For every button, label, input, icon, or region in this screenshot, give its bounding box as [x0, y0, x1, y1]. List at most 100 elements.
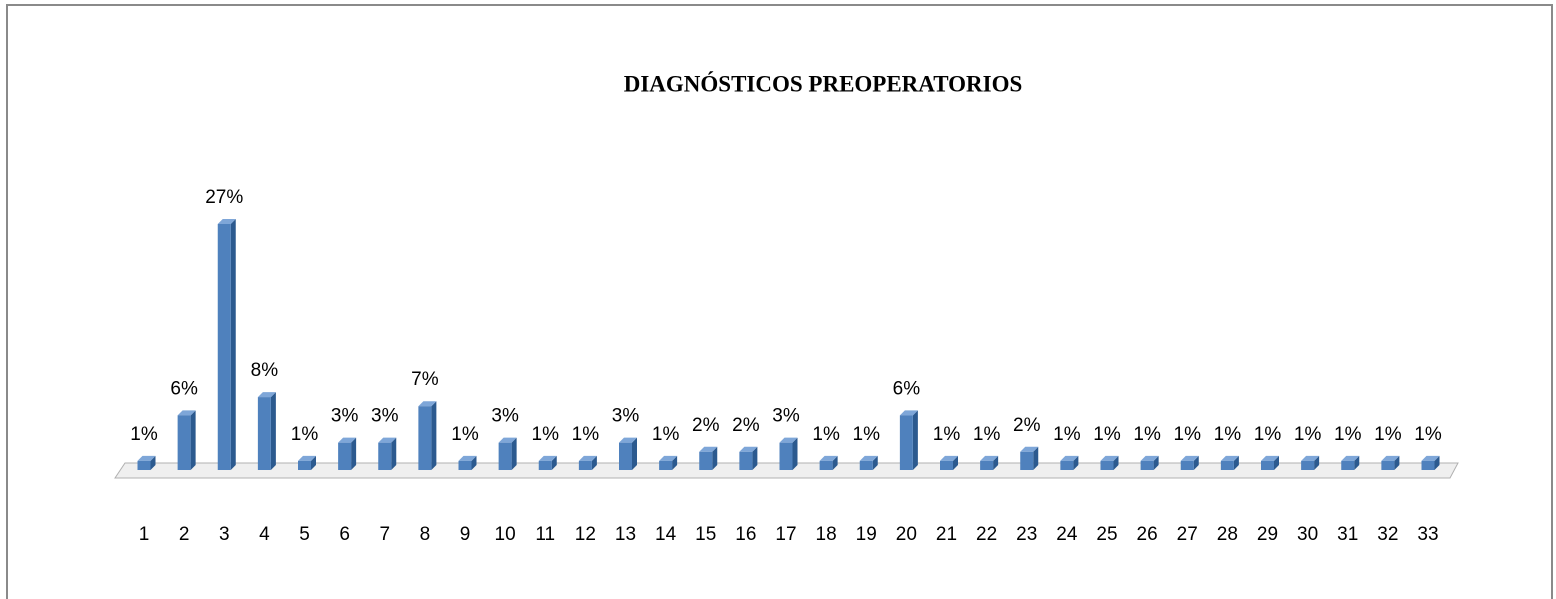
bar-top [980, 455, 999, 461]
x-tick-label: 5 [299, 524, 310, 545]
value-label: 1% [652, 424, 680, 445]
x-tick-label: 1 [139, 524, 150, 545]
bar-side [1394, 455, 1400, 470]
bar-side [1233, 455, 1239, 470]
bar [1341, 460, 1355, 470]
bar [538, 460, 552, 470]
bar-top [659, 455, 678, 461]
bar-top [1060, 455, 1079, 461]
x-tick-label: 13 [615, 524, 636, 545]
x-tick-label: 28 [1217, 524, 1238, 545]
value-label: 1% [853, 424, 881, 445]
bar-side [832, 455, 838, 470]
x-tick-label: 8 [420, 524, 431, 545]
x-tick-label: 11 [535, 524, 555, 545]
bar [940, 460, 953, 470]
bar [699, 451, 713, 470]
bar-top [899, 410, 918, 416]
bar [659, 460, 673, 470]
bar [458, 460, 472, 470]
value-label: 2% [1013, 415, 1041, 436]
bar-side [672, 455, 678, 470]
bar-side [591, 455, 597, 470]
bar [1060, 460, 1074, 470]
value-label: 6% [170, 378, 198, 399]
bar-side [632, 437, 637, 470]
bar-side [190, 410, 196, 470]
bar [298, 460, 311, 470]
value-label: 1% [1053, 424, 1081, 445]
bar [137, 460, 151, 470]
x-tick-label: 22 [976, 524, 997, 545]
bar [779, 442, 793, 470]
floor [114, 462, 1459, 479]
value-label: 3% [612, 406, 640, 427]
bar [619, 442, 632, 470]
bar [418, 406, 432, 470]
value-label: 1% [1214, 424, 1242, 445]
value-label: 1% [1334, 424, 1362, 445]
value-label: 1% [572, 424, 600, 445]
value-label: 1% [451, 424, 479, 445]
value-label: 1% [1294, 424, 1322, 445]
bar [859, 460, 873, 470]
bar-side [872, 455, 878, 470]
bar-top [137, 455, 156, 461]
bar [177, 415, 191, 470]
x-tick-label: 33 [1417, 524, 1438, 545]
bar-top [338, 437, 357, 443]
value-label: 1% [812, 424, 840, 445]
bar [578, 460, 592, 470]
value-label: 1% [532, 424, 560, 445]
bar-side [792, 437, 798, 470]
chart-title: DIAGNÓSTICOS PREOPERATORIOS [624, 70, 1023, 96]
x-tick-label: 23 [1016, 524, 1037, 545]
bar-side [993, 455, 999, 470]
bar-side [431, 401, 437, 470]
x-tick-label: 9 [460, 524, 471, 545]
value-label: 1% [291, 424, 319, 445]
bar-top [940, 455, 958, 461]
x-tick-label: 25 [1096, 524, 1117, 545]
x-tick-label: 19 [856, 524, 877, 545]
bar-top [177, 410, 196, 416]
bar-top [1421, 455, 1440, 461]
bar-top [1220, 455, 1239, 461]
bar-top [498, 437, 517, 443]
value-label: 27% [205, 187, 243, 208]
bar-side [1193, 455, 1199, 470]
bar [819, 460, 833, 470]
value-label: 1% [973, 424, 1001, 445]
value-label: 1% [130, 424, 158, 445]
x-tick-label: 24 [1056, 524, 1078, 545]
chart-border [6, 4, 1553, 599]
bar-side [391, 437, 397, 470]
bar [1220, 460, 1234, 470]
x-tick-label: 31 [1337, 524, 1358, 545]
x-tick-label: 21 [936, 524, 957, 545]
bar-top [378, 437, 397, 443]
x-tick-label: 12 [575, 524, 596, 545]
bar-top [1261, 455, 1279, 461]
bar [257, 397, 271, 470]
bar [1421, 460, 1435, 470]
bar-top [1020, 446, 1039, 452]
bar-top [1100, 455, 1119, 461]
bar-top [619, 437, 637, 443]
bar-side [1434, 455, 1440, 470]
value-label: 1% [1254, 424, 1282, 445]
bar [1140, 460, 1154, 470]
bar-top [257, 392, 276, 398]
bar-top [298, 455, 316, 461]
value-label: 8% [251, 360, 279, 381]
x-tick-label: 10 [495, 524, 516, 545]
value-label: 1% [1374, 424, 1402, 445]
bar [378, 442, 392, 470]
bar-side [1113, 455, 1119, 470]
bar-side [752, 446, 758, 470]
x-tick-label: 16 [735, 524, 756, 545]
bar-top [819, 455, 838, 461]
bar-top [578, 455, 597, 461]
value-label: 1% [1093, 424, 1121, 445]
x-tick-label: 32 [1377, 524, 1398, 545]
